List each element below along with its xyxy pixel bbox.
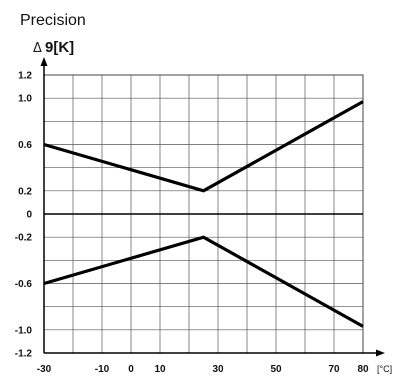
x-tick-labels: -30 -10 0 10 30 50 70 80 bbox=[37, 364, 369, 375]
x-tick-label: 80 bbox=[357, 364, 369, 375]
y-tick-label: 0.6 bbox=[18, 140, 32, 151]
y-tick-label: 1.0 bbox=[18, 94, 32, 105]
series-upper-bound bbox=[43, 100, 364, 193]
series-group bbox=[43, 100, 364, 328]
y-tick-label: -1.0 bbox=[15, 325, 33, 336]
axes bbox=[40, 57, 385, 357]
y-axis-symbol: Δ bbox=[33, 41, 42, 56]
x-axis-arrow bbox=[376, 349, 385, 357]
y-tick-label: 0 bbox=[26, 210, 32, 221]
x-tick-label: 10 bbox=[154, 364, 166, 375]
series-lower-bound bbox=[43, 235, 364, 328]
x-tick-label: 70 bbox=[328, 364, 340, 375]
y-axis-label: 9[K] bbox=[45, 39, 74, 56]
y-tick-labels: 1.2 1.0 0.6 0.2 0 -0.2 -0.6 -1.0 -1.2 bbox=[15, 71, 33, 360]
x-tick-label: 0 bbox=[128, 364, 134, 375]
y-tick-label: 1.2 bbox=[18, 71, 32, 82]
chart-title: Precision bbox=[20, 12, 86, 29]
x-axis-unit: [°C] bbox=[377, 364, 392, 374]
y-tick-label: -1.2 bbox=[15, 349, 33, 360]
y-tick-label: 0.2 bbox=[18, 186, 32, 197]
y-tick-label: -0.6 bbox=[15, 279, 33, 290]
y-tick-label: -0.2 bbox=[15, 233, 33, 244]
x-tick-label: 30 bbox=[212, 364, 224, 375]
y-axis-arrow bbox=[40, 57, 48, 66]
x-tick-label: -30 bbox=[37, 364, 52, 375]
x-tick-label: 50 bbox=[270, 364, 282, 375]
x-tick-label: -10 bbox=[95, 364, 110, 375]
